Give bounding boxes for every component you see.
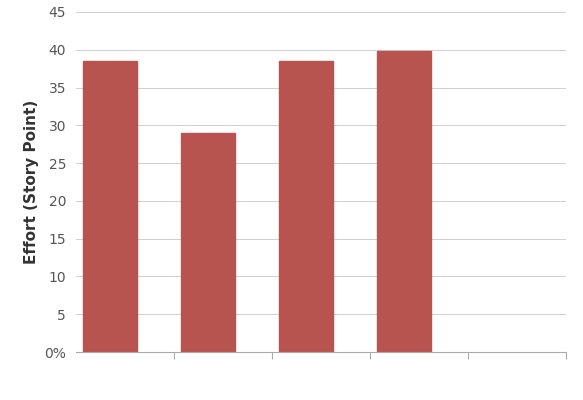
Bar [279, 61, 333, 352]
Y-axis label: Effort (Story Point): Effort (Story Point) [24, 100, 38, 264]
Bar [83, 61, 137, 352]
Bar [377, 51, 431, 352]
Bar [181, 133, 235, 352]
